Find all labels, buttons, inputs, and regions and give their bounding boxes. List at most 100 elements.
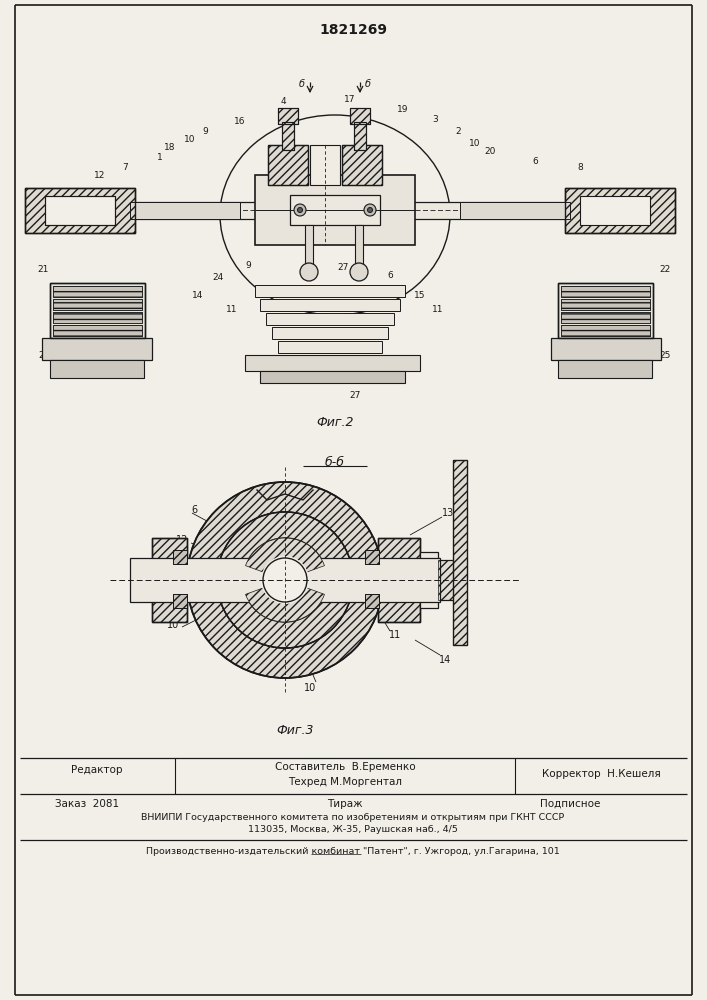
Text: ВНИИПИ Государственного комитета по изобретениям и открытиям при ГКНТ СССР: ВНИИПИ Государственного комитета по изоб… <box>141 812 565 822</box>
Bar <box>272 327 388 339</box>
Bar <box>130 558 440 602</box>
Text: 8: 8 <box>577 163 583 172</box>
Bar <box>438 560 458 600</box>
Text: 5: 5 <box>307 270 313 279</box>
Circle shape <box>261 556 309 604</box>
Text: 12: 12 <box>94 170 105 180</box>
Text: 1821269: 1821269 <box>319 23 387 37</box>
Bar <box>551 338 661 360</box>
Bar <box>453 460 467 645</box>
Text: 113035, Москва, Ж-35, Раушская наб., 4/5: 113035, Москва, Ж-35, Раушская наб., 4/5 <box>248 824 458 834</box>
Text: б: б <box>299 79 305 89</box>
Bar <box>152 538 187 622</box>
Bar <box>565 188 675 233</box>
Text: 26: 26 <box>262 302 273 310</box>
Text: 18: 18 <box>164 143 176 152</box>
Bar <box>378 538 420 622</box>
Text: 27: 27 <box>337 263 349 272</box>
Bar <box>580 196 650 225</box>
Bar <box>173 594 187 608</box>
Bar <box>255 285 405 297</box>
Circle shape <box>243 538 327 622</box>
Bar <box>290 195 380 225</box>
Bar <box>278 108 298 124</box>
Bar <box>25 188 135 233</box>
Text: 22: 22 <box>660 265 671 274</box>
Bar <box>130 202 570 219</box>
Text: 7: 7 <box>122 162 128 172</box>
Circle shape <box>300 263 318 281</box>
Text: 11: 11 <box>226 306 238 314</box>
Bar <box>342 145 382 185</box>
Bar <box>558 283 653 338</box>
Bar <box>266 313 394 325</box>
Bar <box>260 299 400 311</box>
Bar <box>53 325 142 336</box>
Text: 4: 4 <box>280 98 286 106</box>
Text: Фиг.2: Фиг.2 <box>316 416 354 428</box>
Bar <box>152 538 187 622</box>
Text: 11: 11 <box>389 630 401 640</box>
Circle shape <box>364 204 376 216</box>
Bar <box>561 312 650 323</box>
Text: 25: 25 <box>38 351 49 360</box>
Text: 15: 15 <box>414 290 426 300</box>
Text: Техред М.Моргентал: Техред М.Моргентал <box>288 777 402 787</box>
Text: 2: 2 <box>455 127 461 136</box>
Bar <box>354 122 366 150</box>
Bar <box>305 225 313 265</box>
Bar <box>53 299 142 310</box>
Text: 14: 14 <box>439 655 451 665</box>
Bar <box>310 145 340 185</box>
Circle shape <box>298 208 303 213</box>
Wedge shape <box>245 580 325 622</box>
Text: 13: 13 <box>442 508 454 518</box>
Bar <box>53 286 142 297</box>
Bar <box>53 312 142 323</box>
Bar <box>365 594 379 608</box>
Bar <box>365 594 379 608</box>
Bar <box>282 122 294 150</box>
Text: Подписное: Подписное <box>539 799 600 809</box>
Bar <box>558 283 653 338</box>
Bar <box>50 360 144 378</box>
Text: 9: 9 <box>202 127 208 136</box>
Text: 24: 24 <box>212 273 223 282</box>
Bar <box>420 552 438 608</box>
Bar <box>561 286 650 297</box>
Bar <box>355 225 363 265</box>
Bar <box>561 325 650 336</box>
Bar <box>268 145 308 185</box>
Bar <box>365 550 379 564</box>
Text: 10: 10 <box>185 135 196 144</box>
Text: 10: 10 <box>167 620 179 630</box>
Bar <box>561 325 650 336</box>
Bar <box>245 355 420 371</box>
Text: 9: 9 <box>245 260 251 269</box>
Bar <box>282 122 294 150</box>
Circle shape <box>350 263 368 281</box>
Circle shape <box>368 208 373 213</box>
Bar <box>50 283 145 338</box>
Bar <box>53 286 142 297</box>
Text: 25: 25 <box>660 351 671 360</box>
Text: 6: 6 <box>191 505 197 515</box>
Circle shape <box>263 558 307 602</box>
Text: Производственно-издательский комбинат "Патент", г. Ужгород, ул.Гагарина, 101: Производственно-издательский комбинат "П… <box>146 846 560 856</box>
Text: 16: 16 <box>234 117 246 126</box>
Circle shape <box>187 482 383 678</box>
Bar <box>378 538 420 622</box>
Bar <box>558 360 652 378</box>
Text: 10: 10 <box>304 683 316 693</box>
Bar <box>45 196 115 225</box>
Bar <box>278 341 382 353</box>
Text: 10: 10 <box>469 138 481 147</box>
Bar <box>53 325 142 336</box>
Bar <box>565 188 675 233</box>
Bar <box>53 312 142 323</box>
Bar <box>460 202 570 219</box>
Bar <box>45 196 115 225</box>
Circle shape <box>217 512 353 648</box>
Text: 21: 21 <box>37 265 49 274</box>
Text: 14: 14 <box>192 290 204 300</box>
